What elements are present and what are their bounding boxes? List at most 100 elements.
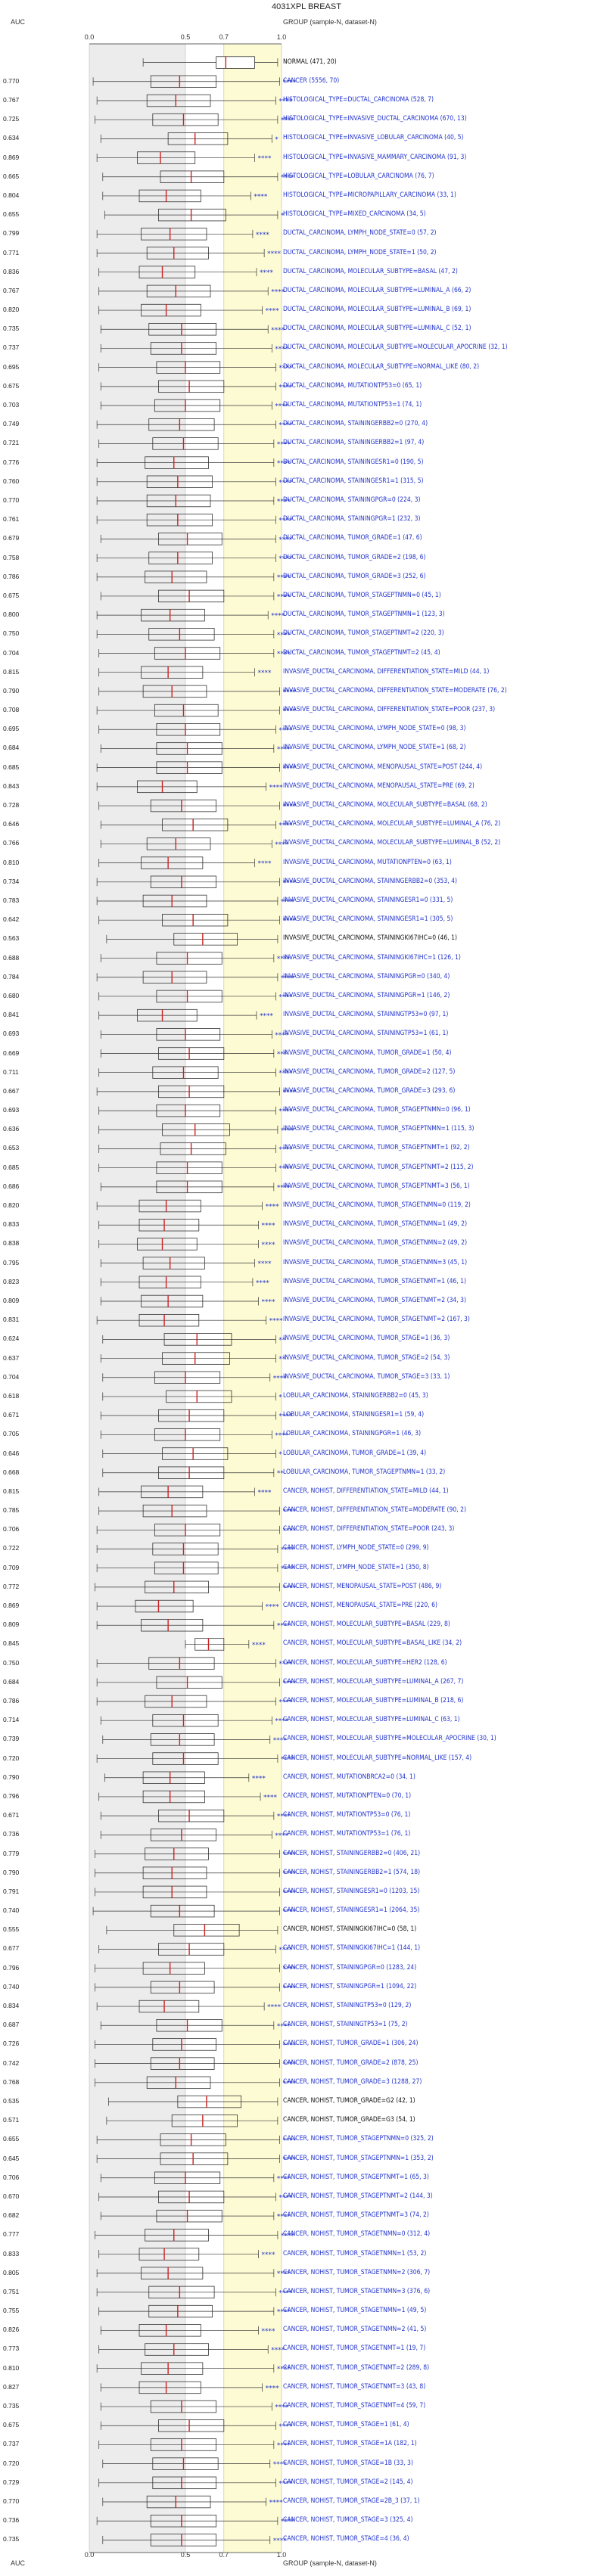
group-label: CANCER, NOHIST, MENOPAUSAL_STATE=PRE (22… [283,1602,437,1610]
group-label: INVASIVE_DUCTAL_CARCINOMA, LYMPH_NODE_ST… [283,744,466,752]
auc-value: 0.786 [3,572,20,580]
group-label: INVASIVE_DUCTAL_CARCINOMA, STAININGPGR=0… [283,972,450,980]
auc-value: 0.682 [3,2211,20,2220]
auc-value: 0.758 [3,553,20,561]
group-label: CANCER, NOHIST, DIFFERENTIATION_STATE=PO… [283,1525,455,1533]
x-tick-label-top: 1.0 [276,33,287,41]
significance-stars: **** [271,613,285,620]
box [156,990,222,1003]
significance-stars: **** [252,1775,266,1782]
group-label: DUCTAL_CARCINOMA, TUMOR_STAGEPTNMT=2 (22… [283,629,444,638]
auc-value: 0.796 [3,1963,20,1972]
significance-stars: **** [282,2080,297,2087]
group-label: HISTOLOGICAL_TYPE=MIXED_CARCINOMA (34, 5… [283,210,426,219]
significance-stars: **** [262,2328,276,2335]
auc-value: 0.810 [3,2363,20,2372]
auc-value: 0.771 [3,248,20,256]
box [142,685,207,698]
auc-value: 0.706 [3,2173,20,2181]
box [150,2534,217,2546]
significance-stars: **** [262,1223,276,1230]
significance-stars: **** [282,708,297,716]
box [148,1657,215,1670]
group-label: LOBULAR_CARCINOMA, STAININGESR1=1 (59, 4… [283,1411,425,1419]
group-label: INVASIVE_DUCTAL_CARCINOMA, TUMOR_STAGETN… [283,1297,467,1304]
group-label: DUCTAL_CARCINOMA, STAININGESR1=0 (190, 5… [283,458,424,466]
auc-value: 0.555 [3,1925,20,1934]
significance-stars: **** [282,688,297,696]
group-label: CANCER, NOHIST, LYMPH_NODE_STATE=1 (350,… [283,1563,429,1571]
auc-value: 0.668 [3,1468,20,1476]
box [160,2133,226,2146]
significance-stars: **** [267,250,282,258]
group-label: INVASIVE_DUCTAL_CARCINOMA, TUMOR_STAGE=2… [283,1353,450,1362]
significance-stars: **** [277,632,291,639]
group-label: DUCTAL_CARCINOMA, LYMPH_NODE_STATE=1 (50… [283,248,437,256]
box [150,2515,217,2528]
significance-stars: **** [278,1699,293,1707]
auc-value: 0.770 [3,2497,20,2506]
group-label: CANCER, NOHIST, STAININGESR1=0 (1203, 15… [283,1887,420,1895]
significance-stars: *** [277,1051,288,1058]
significance-stars: **** [277,956,291,963]
auc-value: 0.740 [3,1982,20,1990]
box [154,704,219,717]
box [171,2114,238,2127]
group-label: DUCTAL_CARCINOMA, MUTATIONTP53=1 (74, 1) [283,401,422,409]
box [160,2152,229,2165]
group-label: CANCER, NOHIST, TUMOR_STAGE=1A (182, 1) [283,2440,417,2448]
group-label: HISTOLOGICAL_TYPE=INVASIVE_DUCTAL_CARCIN… [283,115,467,123]
box [166,1390,232,1403]
group-label: CANCER (5556, 70) [283,76,340,85]
box [145,456,209,469]
auc-value: 0.831 [3,1316,20,1324]
group-label: HISTOLOGICAL_TYPE=LOBULAR_CARCINOMA (76,… [283,172,434,180]
box [154,647,221,660]
significance-stars: **** [273,2537,288,2545]
x-tick-label-top: 0.0 [84,33,95,41]
box [146,284,211,298]
significance-stars: **** [282,1889,297,1897]
significance-stars: **** [282,918,297,925]
auc-value: 0.535 [3,2097,20,2105]
box [163,1333,232,1346]
group-label: CANCER, NOHIST, TUMOR_GRADE=3 (1288, 27) [283,2077,422,2086]
significance-stars: **** [273,2461,288,2469]
group-label: DUCTAL_CARCINOMA, TUMOR_STAGEPTNMN=1 (12… [283,611,445,619]
box [154,1371,221,1384]
group-label: INVASIVE_DUCTAL_CARCINOMA, TUMOR_GRADE=3… [283,1086,456,1095]
auc-value: 0.711 [3,1067,19,1076]
significance-stars: **** [275,1432,289,1440]
auc-value: 0.784 [3,972,20,980]
group-label: CANCER, NOHIST, TUMOR_STAGEPTNMN=1 (353,… [283,2154,434,2162]
auc-value: 0.671 [3,1811,20,1819]
auc-value: 0.675 [3,591,20,599]
auc-value: 0.571 [3,2116,20,2124]
auc-value: 0.843 [3,782,20,790]
box [152,2038,217,2051]
box [142,1771,205,1784]
group-label: CANCER, NOHIST, MUTATIONBRCA2=0 (34, 1) [283,1773,415,1781]
auc-value: 0.653 [3,1144,20,1152]
auc-value: 0.841 [3,1011,20,1019]
group-label: CANCER, NOHIST, TUMOR_STAGETNMN=2 (41, 5… [283,2326,427,2334]
auc-value: 0.767 [3,286,20,294]
group-label: CANCER, NOHIST, TUMOR_STAGE=2 (145, 4) [283,2478,413,2486]
group-label: INVASIVE_DUCTAL_CARCINOMA, TUMOR_STAGE=3… [283,1372,450,1381]
significance-stars: **** [282,1584,297,1592]
significance-stars: **** [278,422,293,430]
x-tick-label-bottom: 1.0 [276,2551,287,2559]
significance-stars: **** [281,2519,295,2526]
auc-value: 0.768 [3,2077,20,2086]
auc-value: 0.776 [3,458,20,466]
auc-value: 0.708 [3,706,20,714]
box [152,113,219,126]
group-label: LOBULAR_CARCINOMA, TUMOR_STAGEPTNMN=1 (3… [283,1468,446,1476]
group-label: CANCER, NOHIST, STAININGERBB2=0 (406, 21… [283,1849,421,1857]
significance-stars: **** [282,803,297,811]
box [162,1447,229,1460]
auc-value: 0.742 [3,2059,20,2067]
auc-value: 0.703 [3,401,20,409]
significance-stars: **** [257,860,272,868]
auc-value: 0.646 [3,1449,20,1457]
